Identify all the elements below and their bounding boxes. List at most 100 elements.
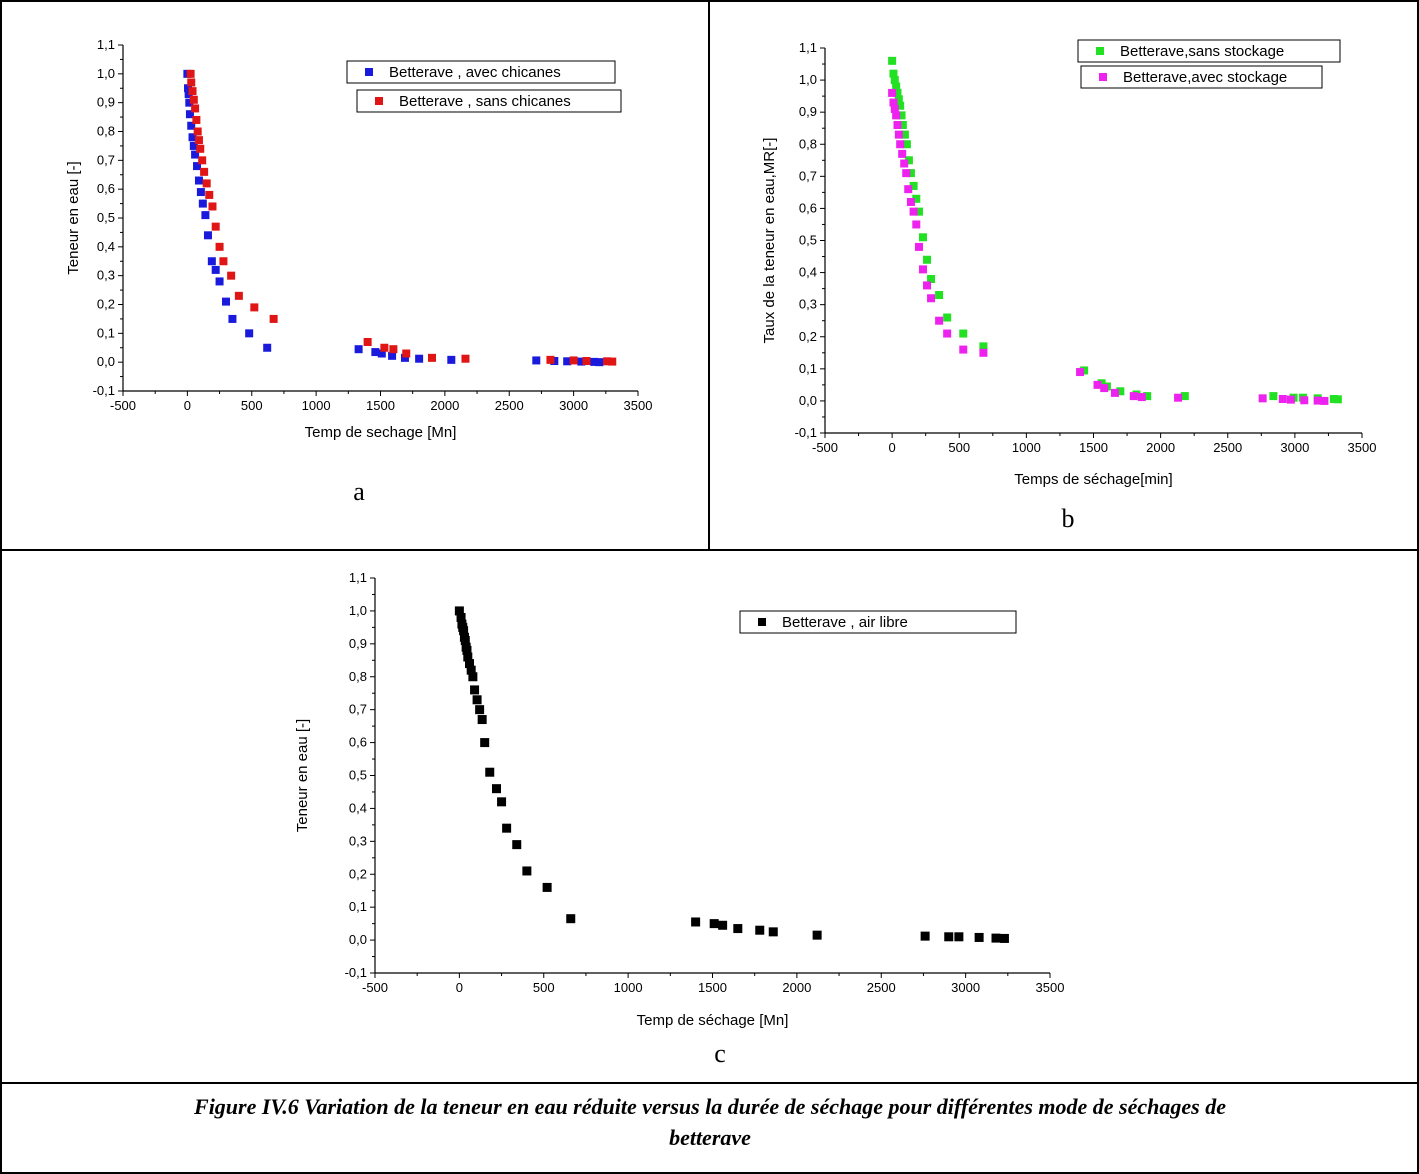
- data-point-series-1: [203, 231, 212, 240]
- y-tick-label: 0,8: [97, 124, 115, 139]
- data-point-series-2: [569, 356, 578, 365]
- y-tick-label: 0,5: [799, 233, 817, 248]
- data-point-series-1: [201, 211, 210, 220]
- data-point-series-1: [733, 924, 743, 934]
- data-point-series-2: [193, 127, 202, 136]
- data-point-series-2: [893, 121, 902, 129]
- legend-marker: [365, 68, 373, 76]
- data-point-series-2: [935, 316, 944, 325]
- data-point-series-1: [400, 353, 409, 362]
- data-point-series-2: [1258, 394, 1267, 403]
- data-point-series-2: [227, 271, 236, 280]
- data-point-series-2: [582, 357, 591, 366]
- y-tick-label: 0,3: [97, 268, 115, 283]
- data-point-series-1: [944, 932, 954, 942]
- data-point-series-2: [1320, 396, 1329, 405]
- y-tick-label: 0,9: [97, 95, 115, 110]
- data-point-series-1: [245, 329, 254, 338]
- data-point-series-2: [389, 345, 398, 354]
- y-tick-label: 1,1: [799, 40, 817, 55]
- data-point-series-1: [472, 695, 482, 705]
- data-point-series-1: [902, 140, 911, 149]
- data-point-series-1: [497, 797, 507, 807]
- data-point-series-1: [999, 933, 1009, 943]
- data-point-series-1: [196, 188, 205, 197]
- data-point-series-1: [222, 297, 230, 306]
- data-point-series-1: [184, 84, 193, 93]
- y-tick-label: 0,4: [97, 239, 115, 254]
- y-tick-label: -0,1: [795, 425, 817, 440]
- data-point-series-1: [459, 626, 469, 636]
- data-point-series-1: [888, 56, 897, 65]
- data-point-series-1: [906, 169, 915, 178]
- data-point-series-1: [893, 88, 902, 97]
- x-tick-label: 0: [184, 398, 191, 413]
- legend-label: Betterave,avec stockage: [1123, 69, 1287, 86]
- data-point-series-1: [991, 933, 1001, 943]
- data-point-series-1: [889, 69, 898, 78]
- data-point-series-1: [1333, 395, 1342, 404]
- data-point-series-2: [205, 190, 214, 199]
- data-point-series-2: [186, 69, 195, 78]
- data-point-series-1: [460, 636, 470, 646]
- data-point-series-2: [1313, 396, 1322, 405]
- x-tick-label: 1500: [698, 980, 727, 995]
- data-point-series-1: [480, 738, 490, 748]
- data-point-series-1: [188, 133, 197, 142]
- data-point-series-1: [191, 150, 200, 159]
- data-point-series-2: [188, 87, 197, 96]
- data-point-series-2: [898, 149, 907, 158]
- y-tick-label: 1,0: [349, 603, 367, 618]
- data-point-series-2: [603, 357, 612, 366]
- data-point-series-1: [904, 156, 913, 165]
- data-point-series-2: [200, 167, 209, 176]
- data-point-series-1: [466, 665, 476, 675]
- data-point-series-1: [590, 357, 599, 366]
- data-point-series-2: [208, 202, 217, 211]
- x-tick-label: 1000: [1012, 440, 1041, 455]
- data-point-series-2: [198, 156, 207, 165]
- data-point-series-2: [1286, 395, 1295, 404]
- data-point-series-1: [897, 111, 906, 120]
- legend-label: Betterave , sans chicanes: [399, 93, 571, 110]
- data-point-series-1: [228, 314, 237, 323]
- legend-box: [739, 610, 1017, 634]
- y-tick-label: 0,1: [349, 899, 367, 914]
- data-point-series-2: [1300, 396, 1309, 405]
- legend-box: [1080, 65, 1323, 89]
- data-point-series-1: [189, 141, 198, 150]
- y-tick-label: 1,0: [97, 66, 115, 81]
- x-tick-label: 2500: [1213, 440, 1242, 455]
- data-point-series-1: [512, 840, 522, 850]
- data-point-series-1: [892, 82, 901, 91]
- x-tick-label: -500: [362, 980, 388, 995]
- legend-box: [1077, 39, 1341, 63]
- data-point-series-1: [532, 356, 541, 365]
- data-point-series-1: [462, 645, 472, 655]
- data-point-series-1: [207, 257, 216, 266]
- data-point-series-1: [492, 784, 501, 794]
- data-point-series-1: [1329, 394, 1338, 403]
- x-tick-label: 2000: [430, 398, 459, 413]
- x-tick-label: 500: [241, 398, 263, 413]
- y-tick-label: 0,5: [97, 210, 115, 225]
- x-tick-label: 3000: [559, 398, 588, 413]
- data-point-series-1: [890, 76, 899, 85]
- y-tick-label: 0,6: [97, 181, 115, 196]
- data-point-series-2: [211, 222, 220, 231]
- y-tick-label: 0,6: [799, 200, 817, 215]
- data-point-series-1: [709, 919, 719, 929]
- data-point-series-1: [896, 101, 905, 110]
- data-point-series-1: [919, 233, 928, 242]
- legend-marker: [1096, 47, 1104, 55]
- data-point-series-1: [522, 866, 532, 876]
- data-point-series-1: [415, 354, 424, 363]
- data-point-series-1: [943, 313, 952, 322]
- data-point-series-2: [894, 130, 903, 139]
- data-point-series-1: [354, 345, 363, 354]
- y-tick-label: 0,4: [349, 800, 367, 815]
- y-tick-label: 1,1: [349, 570, 367, 585]
- data-point-series-1: [502, 823, 512, 833]
- data-point-series-1: [542, 882, 552, 892]
